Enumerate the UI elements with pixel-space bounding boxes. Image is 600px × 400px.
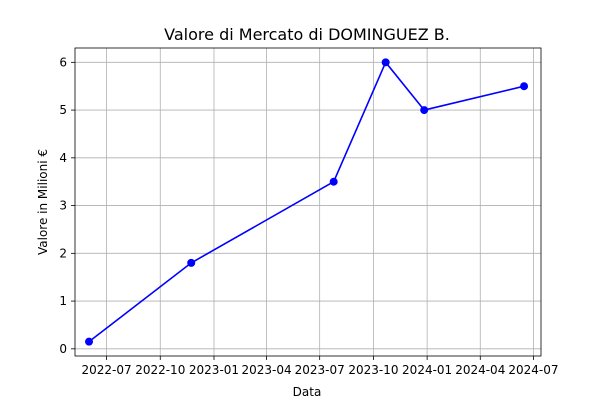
x-axis-label: Data bbox=[293, 385, 322, 399]
data-point bbox=[420, 106, 429, 115]
x-tick-label: 2023-10 bbox=[348, 363, 398, 377]
grid-layer bbox=[75, 48, 541, 356]
series-line bbox=[88, 60, 525, 343]
x-tick-label: 2022-07 bbox=[81, 363, 131, 377]
x-tick-label: 2024-04 bbox=[455, 363, 505, 377]
x-tick-label: 2022-10 bbox=[135, 363, 185, 377]
y-tick-label: 1 bbox=[59, 294, 67, 308]
y-tick-label: 4 bbox=[59, 151, 67, 165]
chart-title: Valore di Mercato di DOMINGUEZ B. bbox=[164, 25, 450, 44]
y-tick-label: 0 bbox=[59, 342, 67, 356]
x-tick-label: 2023-07 bbox=[295, 363, 345, 377]
data-point bbox=[329, 177, 338, 186]
x-tick-label: 2023-04 bbox=[241, 363, 291, 377]
x-tick-label: 2024-01 bbox=[402, 363, 452, 377]
y-axis-label: Valore in Milioni € bbox=[36, 149, 50, 255]
data-point bbox=[85, 337, 94, 346]
plot-frame bbox=[74, 47, 542, 357]
data-point bbox=[187, 258, 196, 267]
y-tick-label: 2 bbox=[59, 246, 67, 260]
data-point bbox=[381, 58, 390, 67]
y-tick-label: 5 bbox=[59, 103, 67, 117]
tick-layer: 2022-07 2022-10 2023-01 2023-04 2023-07 2023-… bbox=[59, 55, 558, 377]
x-tick-label: 2023-01 bbox=[189, 363, 239, 377]
y-tick-label: 6 bbox=[59, 55, 67, 69]
data-point bbox=[520, 82, 529, 91]
series-layer bbox=[85, 58, 529, 346]
x-tick-label: 2024-07 bbox=[508, 363, 558, 377]
y-tick-label: 3 bbox=[59, 199, 67, 213]
